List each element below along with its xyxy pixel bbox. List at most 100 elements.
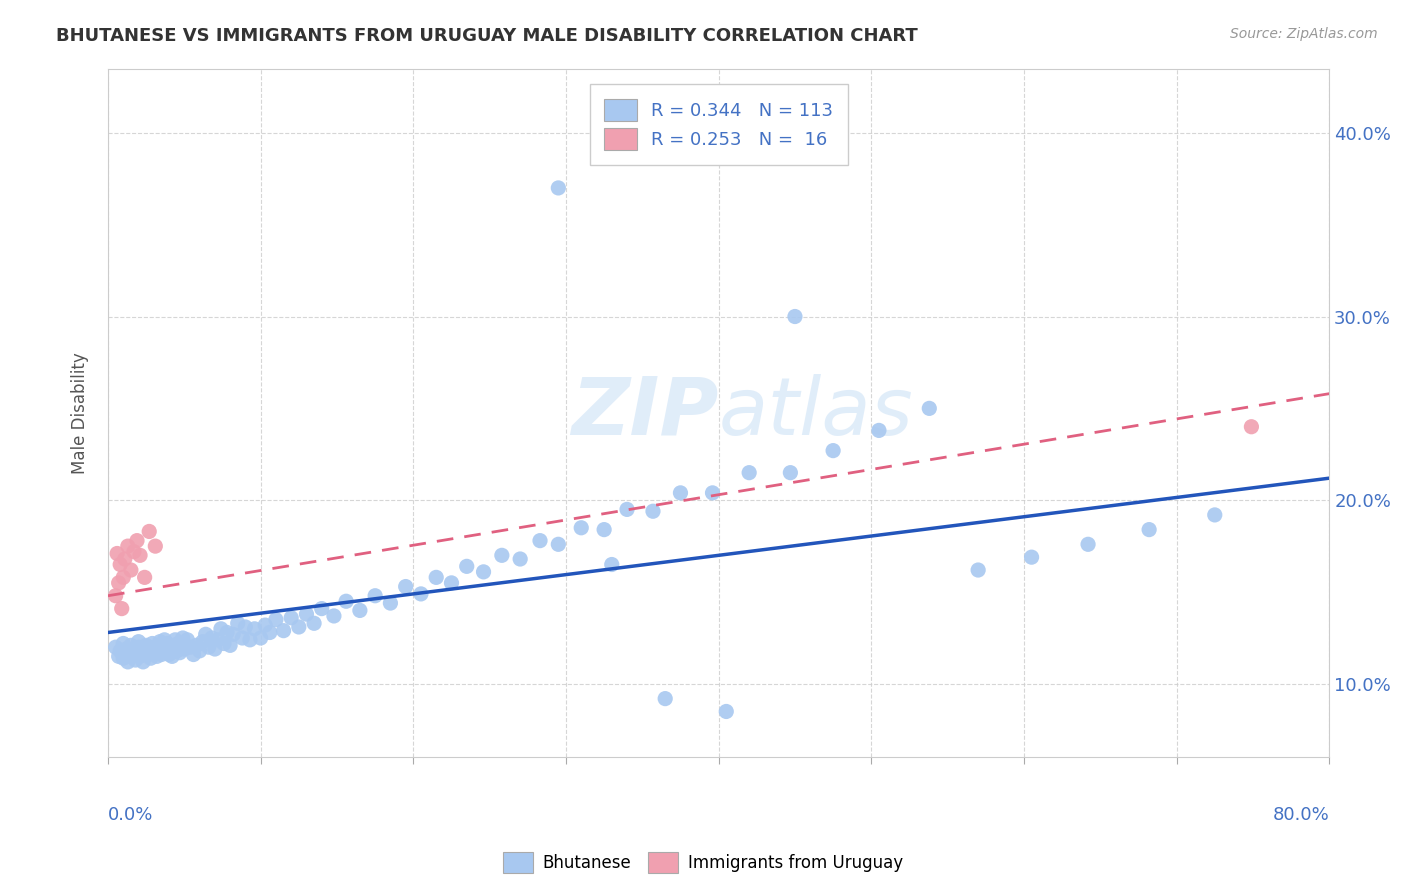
Point — [131, 644, 153, 658]
Point — [129, 649, 152, 664]
Point — [138, 642, 160, 657]
Point — [149, 634, 172, 648]
Point — [254, 618, 277, 632]
Point — [143, 640, 166, 655]
Point — [143, 539, 166, 553]
Point — [142, 646, 165, 660]
Point — [156, 636, 179, 650]
Point — [702, 486, 724, 500]
Point — [654, 691, 676, 706]
Point — [134, 570, 156, 584]
Point — [155, 644, 177, 658]
Point — [215, 625, 238, 640]
Point — [222, 627, 245, 641]
Point — [1204, 508, 1226, 522]
Point — [117, 655, 139, 669]
Point — [148, 642, 170, 657]
Point — [280, 611, 302, 625]
Point — [456, 559, 478, 574]
Point — [239, 632, 262, 647]
Text: 80.0%: 80.0% — [1272, 805, 1329, 823]
Point — [1240, 419, 1263, 434]
Point — [212, 636, 235, 650]
Point — [243, 622, 266, 636]
Point — [122, 544, 145, 558]
Text: Source: ZipAtlas.com: Source: ZipAtlas.com — [1230, 27, 1378, 41]
Point — [311, 601, 333, 615]
Point — [779, 466, 801, 480]
Point — [134, 646, 156, 660]
Point — [124, 653, 146, 667]
Point — [409, 587, 432, 601]
Text: atlas: atlas — [718, 374, 914, 452]
Point — [136, 648, 159, 662]
Point — [125, 533, 148, 548]
Point — [335, 594, 357, 608]
Point — [128, 640, 150, 655]
Point — [207, 632, 229, 647]
Point — [823, 443, 845, 458]
Point — [169, 646, 191, 660]
Point — [152, 640, 174, 655]
Point — [122, 644, 145, 658]
Point — [112, 636, 135, 650]
Point — [104, 640, 127, 655]
Point — [235, 620, 257, 634]
Point — [616, 502, 638, 516]
Point — [395, 580, 418, 594]
Point — [138, 524, 160, 539]
Point — [201, 631, 224, 645]
Text: BHUTANESE VS IMMIGRANTS FROM URUGUAY MALE DISABILITY CORRELATION CHART: BHUTANESE VS IMMIGRANTS FROM URUGUAY MAL… — [56, 27, 918, 45]
Point — [159, 640, 181, 655]
Point — [259, 625, 281, 640]
Point — [183, 648, 205, 662]
Point — [117, 539, 139, 553]
Point — [194, 627, 217, 641]
Point — [380, 596, 402, 610]
Point — [108, 644, 131, 658]
Point — [146, 649, 169, 664]
Point — [167, 636, 190, 650]
Point — [600, 558, 623, 572]
Point — [323, 609, 346, 624]
Y-axis label: Male Disability: Male Disability — [72, 352, 89, 474]
Point — [302, 616, 325, 631]
Point — [716, 705, 738, 719]
Point — [129, 549, 152, 563]
Point — [364, 589, 387, 603]
Point — [264, 613, 287, 627]
Point — [197, 640, 219, 655]
Point — [219, 638, 242, 652]
Point — [231, 631, 253, 645]
Point — [188, 644, 211, 658]
Point — [1021, 550, 1043, 565]
Point — [186, 638, 208, 652]
Point — [273, 624, 295, 638]
Point — [918, 401, 941, 416]
Point — [288, 620, 311, 634]
Point — [1077, 537, 1099, 551]
Point — [157, 648, 180, 662]
Point — [114, 648, 136, 662]
Point — [162, 642, 184, 657]
Point — [165, 632, 187, 647]
Point — [108, 558, 131, 572]
Point — [112, 651, 135, 665]
Point — [547, 537, 569, 551]
Point — [160, 649, 183, 664]
Point — [249, 631, 271, 645]
Point — [120, 563, 142, 577]
Point — [118, 646, 141, 660]
Point — [491, 549, 513, 563]
Point — [425, 570, 447, 584]
Legend: R = 0.344   N = 113, R = 0.253   N =  16: R = 0.344 N = 113, R = 0.253 N = 16 — [589, 85, 848, 165]
Point — [204, 642, 226, 657]
Point — [173, 642, 195, 657]
Legend: Bhutanese, Immigrants from Uruguay: Bhutanese, Immigrants from Uruguay — [496, 846, 910, 880]
Point — [139, 651, 162, 665]
Point — [121, 649, 143, 664]
Point — [176, 632, 198, 647]
Point — [226, 616, 249, 631]
Point — [349, 603, 371, 617]
Point — [641, 504, 664, 518]
